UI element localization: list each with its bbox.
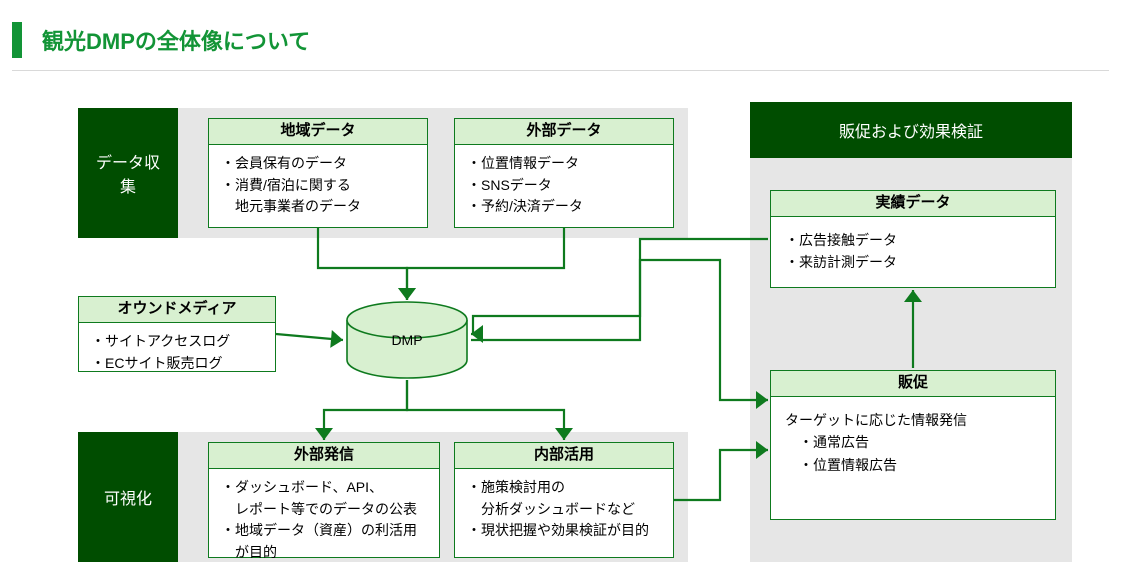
card-results-title: 実績データ <box>771 191 1055 217</box>
card-owned-title: オウンドメディア <box>79 297 275 323</box>
card-publish-title: 外部発信 <box>209 443 439 469</box>
card-promo-body: ターゲットに応じた情報発信 ・通常広告 ・位置情報広告 <box>771 397 1055 488</box>
card-internal-use: 内部活用 ・施策検討用の 分析ダッシュボードなど・現状把握や効果検証が目的 <box>454 442 674 558</box>
label-data-collection: データ収集 <box>78 108 178 238</box>
label-promotion-panel: 販促および効果検証 <box>750 102 1072 158</box>
card-internal-title: 内部活用 <box>455 443 673 469</box>
card-publish-body: ・ダッシュボード、API、 レポート等でのデータの公表・地域データ（資産）の利活… <box>209 469 439 574</box>
diagram-stage: 観光DMPの全体像について データ収集 可視化 販促および効果検証 地域データ … <box>0 0 1121 574</box>
title-bar: 観光DMPの全体像について <box>12 22 310 58</box>
card-external-publish: 外部発信 ・ダッシュボード、API、 レポート等でのデータの公表・地域データ（資… <box>208 442 440 558</box>
card-internal-body: ・施策検討用の 分析ダッシュボードなど・現状把握や効果検証が目的 <box>455 469 673 552</box>
label-visualization: 可視化 <box>78 432 178 562</box>
card-region-title: 地域データ <box>209 119 427 145</box>
card-results-body: ・広告接触データ・来訪計測データ <box>771 217 1055 286</box>
card-promo-title: 販促 <box>771 371 1055 397</box>
card-external-body: ・位置情報データ・SNSデータ・予約/決済データ <box>455 145 673 228</box>
svg-text:DMP: DMP <box>391 332 422 348</box>
card-region-data: 地域データ ・会員保有のデータ・消費/宿泊に関する 地元事業者のデータ <box>208 118 428 228</box>
title-rule <box>12 70 1109 71</box>
card-region-body: ・会員保有のデータ・消費/宿泊に関する 地元事業者のデータ <box>209 145 427 228</box>
card-external-data: 外部データ ・位置情報データ・SNSデータ・予約/決済データ <box>454 118 674 228</box>
title-accent <box>12 22 22 58</box>
card-promotion: 販促 ターゲットに応じた情報発信 ・通常広告 ・位置情報広告 <box>770 370 1056 520</box>
card-results-data: 実績データ ・広告接触データ・来訪計測データ <box>770 190 1056 288</box>
card-owned-body: ・サイトアクセスログ・ECサイト販売ログ <box>79 323 275 384</box>
card-external-title: 外部データ <box>455 119 673 145</box>
card-owned-media: オウンドメディア ・サイトアクセスログ・ECサイト販売ログ <box>78 296 276 372</box>
page-title: 観光DMPの全体像について <box>42 24 310 56</box>
